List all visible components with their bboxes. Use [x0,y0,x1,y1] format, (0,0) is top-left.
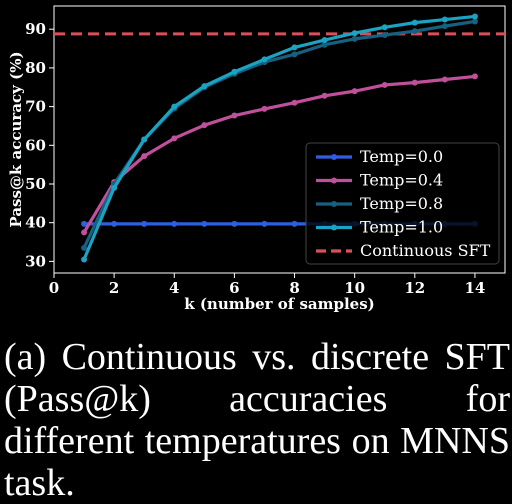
data-point [201,83,208,90]
legend-label: Temp=0.0 [360,147,443,166]
data-point [141,136,148,143]
data-point [381,81,388,88]
x-tick-label: 0 [49,279,59,297]
data-point [411,28,418,35]
data-point [201,220,208,227]
data-point [351,30,358,37]
y-tick-label: 40 [25,214,46,232]
data-point [141,153,148,160]
data-point [471,13,478,20]
data-point [471,73,478,80]
y-tick-label: 80 [25,59,46,77]
legend-marker [331,201,337,207]
legend-marker [331,177,337,184]
legend-box [305,142,500,265]
x-tick-label: 10 [344,279,365,297]
legend: Temp=0.0 Temp=0.4 Temp=0.8 Temp=1.0 Continuo… [305,142,500,265]
legend-label: Temp=0.4 [360,171,443,190]
legend-label: Continuous SFT [360,241,491,260]
data-point [291,51,298,58]
x-tick-label: 8 [289,279,299,297]
data-point [111,220,118,227]
data-point [321,41,328,48]
y-tick-label: 70 [25,98,46,116]
x-axis-title: k (number of samples) [184,295,375,313]
data-point [351,35,358,42]
x-axis: 0 2 4 6 8 10 12 14 [49,273,485,297]
data-point [111,184,118,191]
data-point [471,18,478,25]
y-axis: 30 40 50 60 70 80 90 [25,20,54,270]
data-point [351,88,358,95]
data-point [171,103,178,110]
data-point [231,68,238,75]
data-point [321,92,328,99]
legend-marker [331,224,337,231]
y-axis-title: Pass@k accuracy (%) [7,51,25,227]
x-tick-label: 4 [169,279,179,297]
x-tick-label: 12 [404,279,425,297]
series-line [82,74,476,234]
data-point [81,220,88,227]
data-point [261,105,268,112]
x-tick-label: 6 [229,279,239,297]
legend-label: Temp=0.8 [360,194,443,213]
data-point [261,56,268,63]
data-point [201,122,208,129]
data-point [291,220,298,227]
data-point [291,99,298,106]
data-point [261,220,268,227]
data-point [381,32,388,39]
data-point [411,79,418,86]
y-tick-label: 50 [25,175,46,193]
data-point [171,135,178,142]
data-point [441,76,448,83]
data-point [141,220,148,227]
data-point [171,220,178,227]
data-point [231,220,238,227]
data-point [381,24,388,31]
data-point [411,19,418,26]
data-point [441,23,448,30]
data-point [231,112,238,119]
series-line [82,14,476,261]
data-point [291,44,298,51]
legend-marker [331,154,337,160]
plot-area [53,5,506,274]
x-tick-label: 2 [109,279,119,297]
y-tick-label: 90 [25,20,46,38]
data-point [81,229,88,236]
y-tick-label: 60 [25,136,46,154]
y-tick-label: 30 [25,252,46,270]
x-tick-label: 14 [464,279,485,297]
data-point [321,37,328,44]
chart: 0 2 4 6 8 10 12 14 30 40 50 60 70 80 90 k (number of … [7,5,506,313]
figure-caption: (a) Continuous vs. discrete SFT (Pass@k)… [4,336,510,504]
data-point [441,16,448,23]
legend-label: Temp=1.0 [360,218,443,237]
data-point [81,244,88,251]
data-point [81,256,88,263]
